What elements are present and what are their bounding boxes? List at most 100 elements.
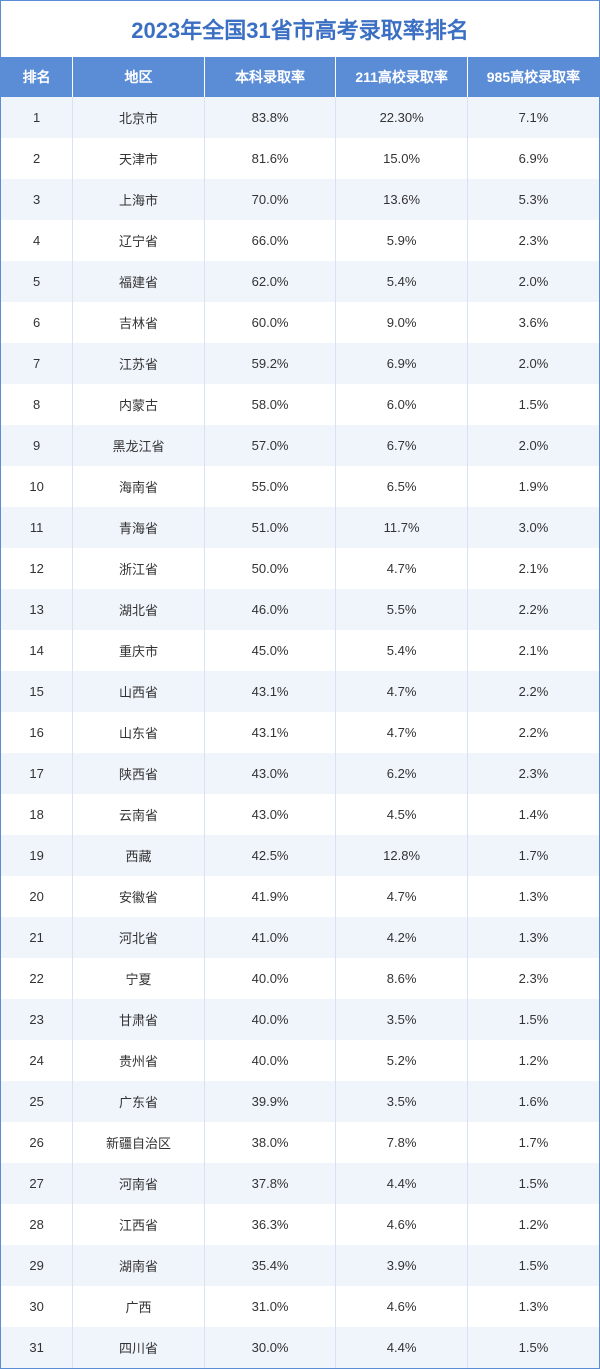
cell-rank: 4 (1, 220, 73, 261)
cell-rate_985: 1.4% (467, 794, 599, 835)
cell-region: 陕西省 (73, 753, 205, 794)
cell-rate_211: 6.7% (336, 425, 468, 466)
table-header-row: 排名 地区 本科录取率 211高校录取率 985高校录取率 (1, 57, 599, 97)
cell-rate_985: 1.3% (467, 876, 599, 917)
cell-rate_benke: 42.5% (204, 835, 336, 876)
cell-rate_benke: 58.0% (204, 384, 336, 425)
table-row: 7江苏省59.2%6.9%2.0% (1, 343, 599, 384)
cell-rate_benke: 36.3% (204, 1204, 336, 1245)
cell-rate_211: 4.4% (336, 1163, 468, 1204)
cell-rate_benke: 41.0% (204, 917, 336, 958)
cell-region: 上海市 (73, 179, 205, 220)
cell-rate_985: 2.0% (467, 425, 599, 466)
cell-rate_985: 1.2% (467, 1040, 599, 1081)
cell-rate_benke: 41.9% (204, 876, 336, 917)
table-row: 29湖南省35.4%3.9%1.5% (1, 1245, 599, 1286)
cell-rank: 17 (1, 753, 73, 794)
table-row: 1北京市83.8%22.30%7.1% (1, 97, 599, 138)
cell-rate_985: 2.0% (467, 343, 599, 384)
cell-rate_211: 9.0% (336, 302, 468, 343)
cell-region: 西藏 (73, 835, 205, 876)
cell-rate_985: 1.5% (467, 1327, 599, 1368)
cell-rank: 14 (1, 630, 73, 671)
cell-rate_211: 4.2% (336, 917, 468, 958)
cell-rank: 9 (1, 425, 73, 466)
cell-rank: 8 (1, 384, 73, 425)
cell-rate_985: 2.2% (467, 589, 599, 630)
cell-rate_benke: 70.0% (204, 179, 336, 220)
cell-region: 辽宁省 (73, 220, 205, 261)
cell-rate_211: 5.4% (336, 630, 468, 671)
cell-rate_211: 6.9% (336, 343, 468, 384)
cell-rate_211: 4.6% (336, 1204, 468, 1245)
cell-region: 湖北省 (73, 589, 205, 630)
table-row: 26新疆自治区38.0%7.8%1.7% (1, 1122, 599, 1163)
cell-region: 新疆自治区 (73, 1122, 205, 1163)
cell-rate_benke: 43.0% (204, 753, 336, 794)
table-row: 31四川省30.0%4.4%1.5% (1, 1327, 599, 1368)
table-row: 6吉林省60.0%9.0%3.6% (1, 302, 599, 343)
table-row: 20安徽省41.9%4.7%1.3% (1, 876, 599, 917)
cell-rate_211: 3.5% (336, 999, 468, 1040)
cell-rate_985: 2.3% (467, 220, 599, 261)
cell-rank: 18 (1, 794, 73, 835)
cell-rate_benke: 40.0% (204, 1040, 336, 1081)
cell-rank: 12 (1, 548, 73, 589)
table-row: 3上海市70.0%13.6%5.3% (1, 179, 599, 220)
table-row: 14重庆市45.0%5.4%2.1% (1, 630, 599, 671)
table-row: 24贵州省40.0%5.2%1.2% (1, 1040, 599, 1081)
table-title: 2023年全国31省市高考录取率排名 (1, 1, 599, 57)
cell-rate_211: 3.9% (336, 1245, 468, 1286)
cell-rate_benke: 57.0% (204, 425, 336, 466)
cell-region: 安徽省 (73, 876, 205, 917)
cell-rate_985: 2.2% (467, 712, 599, 753)
cell-rank: 24 (1, 1040, 73, 1081)
cell-rate_985: 1.9% (467, 466, 599, 507)
cell-rate_benke: 30.0% (204, 1327, 336, 1368)
cell-rank: 13 (1, 589, 73, 630)
cell-rate_benke: 40.0% (204, 958, 336, 999)
cell-rate_benke: 31.0% (204, 1286, 336, 1327)
cell-rank: 26 (1, 1122, 73, 1163)
cell-rate_benke: 38.0% (204, 1122, 336, 1163)
cell-rate_benke: 35.4% (204, 1245, 336, 1286)
cell-rate_211: 6.0% (336, 384, 468, 425)
table-row: 18云南省43.0%4.5%1.4% (1, 794, 599, 835)
cell-region: 宁夏 (73, 958, 205, 999)
table-row: 8内蒙古58.0%6.0%1.5% (1, 384, 599, 425)
cell-rank: 30 (1, 1286, 73, 1327)
cell-rate_benke: 51.0% (204, 507, 336, 548)
cell-rate_benke: 39.9% (204, 1081, 336, 1122)
cell-rate_benke: 43.0% (204, 794, 336, 835)
cell-rate_985: 6.9% (467, 138, 599, 179)
cell-region: 重庆市 (73, 630, 205, 671)
cell-rank: 31 (1, 1327, 73, 1368)
cell-rate_211: 11.7% (336, 507, 468, 548)
cell-rate_211: 7.8% (336, 1122, 468, 1163)
cell-rank: 16 (1, 712, 73, 753)
cell-rank: 5 (1, 261, 73, 302)
cell-rate_211: 5.5% (336, 589, 468, 630)
table-row: 13湖北省46.0%5.5%2.2% (1, 589, 599, 630)
cell-rate_211: 8.6% (336, 958, 468, 999)
table-body: 1北京市83.8%22.30%7.1%2天津市81.6%15.0%6.9%3上海… (1, 97, 599, 1368)
cell-rate_benke: 37.8% (204, 1163, 336, 1204)
cell-rank: 29 (1, 1245, 73, 1286)
cell-rank: 3 (1, 179, 73, 220)
table-row: 22宁夏40.0%8.6%2.3% (1, 958, 599, 999)
cell-rate_985: 1.3% (467, 1286, 599, 1327)
table-row: 21河北省41.0%4.2%1.3% (1, 917, 599, 958)
table-row: 9黑龙江省57.0%6.7%2.0% (1, 425, 599, 466)
cell-rate_985: 1.5% (467, 999, 599, 1040)
table-row: 19西藏42.5%12.8%1.7% (1, 835, 599, 876)
table-row: 15山西省43.1%4.7%2.2% (1, 671, 599, 712)
header-benke-rate: 本科录取率 (204, 57, 336, 97)
table-row: 23甘肃省40.0%3.5%1.5% (1, 999, 599, 1040)
cell-rate_211: 6.5% (336, 466, 468, 507)
table-row: 4辽宁省66.0%5.9%2.3% (1, 220, 599, 261)
cell-rate_211: 4.7% (336, 712, 468, 753)
cell-region: 江西省 (73, 1204, 205, 1245)
cell-region: 甘肃省 (73, 999, 205, 1040)
cell-rate_985: 5.3% (467, 179, 599, 220)
cell-rank: 21 (1, 917, 73, 958)
